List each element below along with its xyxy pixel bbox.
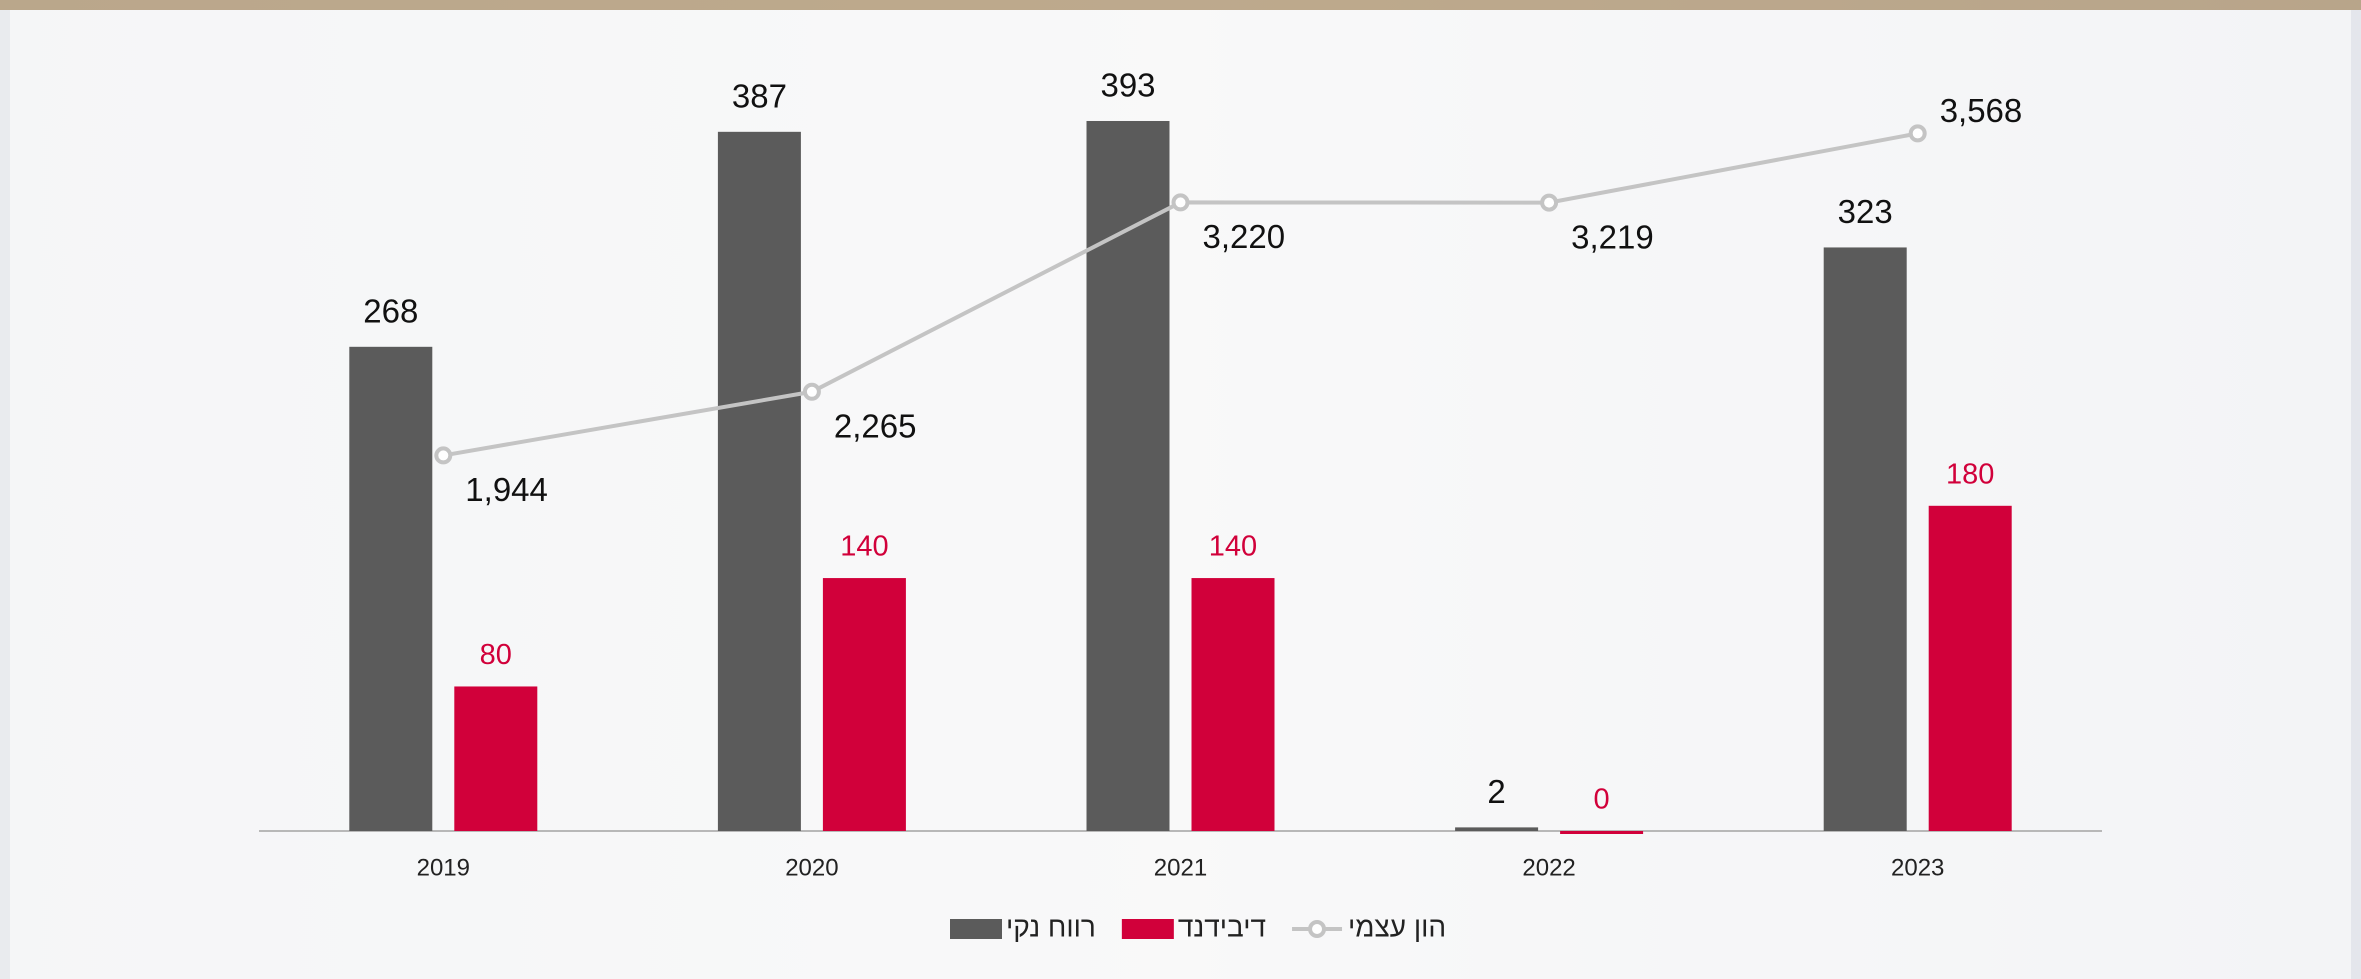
line-value-label: 3,220: [1203, 218, 1286, 255]
line-value-label: 3,219: [1571, 218, 1654, 255]
legend-swatch: [950, 919, 1002, 939]
bar-value-label: 140: [840, 531, 888, 563]
bar: [1560, 831, 1644, 834]
top-strip: [0, 0, 2361, 10]
x-tick-label: 2019: [417, 854, 470, 881]
legend-marker: [1308, 920, 1327, 938]
x-tick-label: 2022: [1522, 854, 1575, 881]
bar: [717, 131, 801, 831]
bar: [1191, 578, 1275, 831]
bar: [349, 346, 433, 831]
bar: [1455, 827, 1539, 831]
bar: [822, 578, 906, 831]
x-tick-label: 2021: [1154, 854, 1207, 881]
bar-value-label: 0: [1594, 784, 1610, 816]
bar: [1086, 120, 1170, 832]
x-tick-label: 2023: [1891, 854, 1944, 881]
legend-label: הון עצמי: [1348, 911, 1446, 942]
line-marker: [1908, 124, 1927, 143]
line-marker: [802, 382, 821, 401]
legend-swatch: [1121, 919, 1174, 939]
line-value-label: 3,568: [1940, 92, 2023, 129]
bar-value-label: 140: [1209, 531, 1257, 563]
line-marker: [1171, 193, 1190, 212]
bar-value-label: 2: [1487, 773, 1505, 810]
line-value-label: 1,944: [465, 471, 548, 508]
line-value-label: 2,265: [834, 408, 917, 445]
legend-label: רווח נקי: [1006, 911, 1096, 942]
bar-value-label: 80: [480, 639, 512, 671]
bar-value-label: 393: [1100, 67, 1155, 104]
x-tick-label: 2020: [785, 854, 838, 881]
line-marker: [434, 446, 453, 465]
bar-value-label: 180: [1946, 458, 1994, 490]
legend-label: דיבידנד: [1178, 911, 1266, 942]
bar: [1928, 505, 2012, 831]
bar-value-label: 323: [1838, 193, 1893, 230]
line-marker: [1540, 193, 1559, 212]
bar: [1823, 247, 1907, 832]
bar: [454, 686, 538, 831]
bar-value-label: 387: [732, 78, 787, 115]
bar-value-label: 268: [363, 293, 418, 330]
